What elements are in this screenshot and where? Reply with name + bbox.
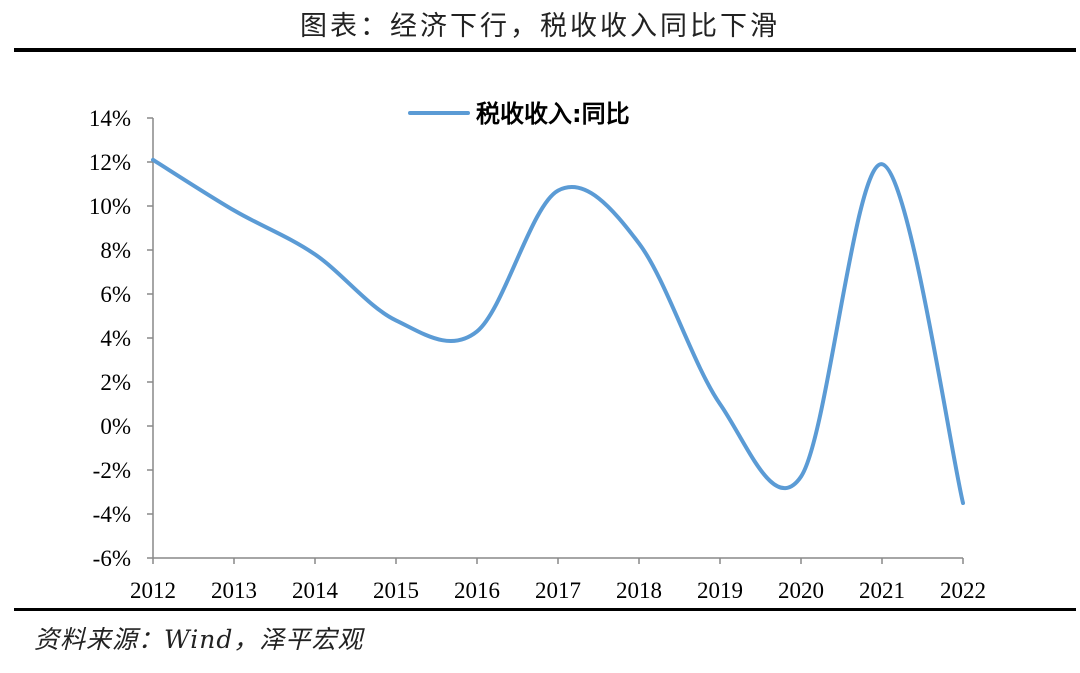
x-tick-label: 2015 (373, 578, 419, 603)
y-tick-label: 6% (100, 282, 131, 307)
y-tick-label: 14% (89, 106, 131, 131)
x-tick-label: 2016 (454, 578, 500, 603)
x-tick-label: 2012 (130, 578, 176, 603)
x-tick-label: 2022 (940, 578, 986, 603)
x-tick-label: 2019 (697, 578, 743, 603)
y-tick-label: 12% (89, 150, 131, 175)
figure-title: 图表：经济下行，税收收入同比下滑 (300, 11, 780, 42)
x-tick-label: 2020 (778, 578, 824, 603)
x-tick-label: 2017 (535, 578, 581, 603)
y-tick-label: 10% (89, 194, 131, 219)
y-tick-label: 4% (100, 326, 131, 351)
source-note: 资料来源：Wind，泽平宏观 (34, 625, 364, 654)
legend-label: 税收收入:同比 (476, 100, 630, 128)
x-tick-label: 2021 (859, 578, 905, 603)
series-line (151, 157, 965, 505)
y-tick-label: 8% (100, 238, 131, 263)
top-rule (14, 48, 1076, 52)
y-tick-label: -4% (93, 502, 131, 527)
y-tick-label: -6% (93, 546, 131, 571)
x-tick-label: 2013 (211, 578, 257, 603)
x-tick-label: 2018 (616, 578, 662, 603)
y-tick-label: -2% (93, 458, 131, 483)
y-tick-label: 2% (100, 370, 131, 395)
y-tick-label: 0% (100, 414, 131, 439)
bottom-rule (14, 608, 1076, 611)
x-tick-label: 2014 (292, 578, 339, 603)
